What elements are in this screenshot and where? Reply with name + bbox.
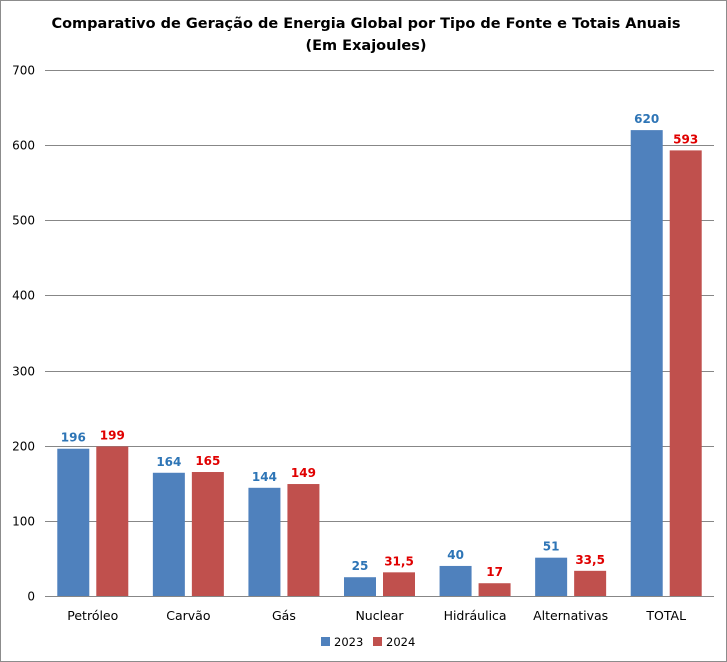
x-tick-label: Hidráulica (444, 608, 507, 623)
x-tick-label: Gás (272, 608, 296, 623)
bar-2024-2 (287, 484, 320, 596)
data-label-2024-4: 17 (486, 565, 503, 579)
data-label-2024-0: 199 (100, 428, 125, 442)
legend-swatch-2023 (321, 637, 330, 646)
y-tick-label: 600 (12, 139, 35, 153)
bar-2024-0 (96, 446, 129, 596)
y-tick-label: 400 (12, 289, 35, 303)
bars (57, 130, 702, 596)
y-tick-label: 100 (12, 515, 35, 529)
data-label-2024-2: 149 (291, 466, 316, 480)
data-label-2023-1: 164 (156, 455, 181, 469)
data-label-2024-1: 165 (195, 454, 220, 468)
y-tick-label: 500 (12, 214, 35, 228)
data-labels: 196 199 164 165 144 149 25 31,5 40 17 51 33,5 620 593 (61, 112, 698, 579)
x-tick-label: Carvão (166, 608, 210, 623)
y-tick-label: 0 (27, 590, 35, 604)
chart-title: Comparativo de Geração de Energia Global… (51, 16, 680, 32)
x-tick-label: Alternativas (533, 608, 608, 623)
data-label-2024-6: 593 (673, 132, 698, 146)
bar-2023-1 (152, 472, 185, 596)
data-label-2023-5: 51 (543, 540, 560, 554)
bar-2024-5 (574, 570, 607, 596)
data-label-2024-5: 33,5 (575, 553, 605, 567)
bar-2024-6 (669, 150, 702, 596)
x-axis-ticks: Petróleo Carvão Gás Nuclear Hidráulica Altern… (67, 608, 686, 623)
data-label-2024-3: 31,5 (384, 554, 414, 568)
x-tick-label: Nuclear (355, 608, 404, 623)
data-label-2023-2: 144 (252, 470, 277, 484)
bar-2023-4 (439, 565, 472, 596)
data-label-2023-4: 40 (447, 548, 464, 562)
chart-subtitle: (Em Exajoules) (305, 38, 426, 54)
legend: 2023 2024 (321, 635, 415, 649)
bar-2023-2 (248, 487, 281, 596)
gridlines (45, 70, 714, 597)
y-tick-label: 700 (12, 64, 35, 78)
bar-2024-3 (383, 572, 415, 596)
x-tick-label: Petróleo (67, 608, 118, 623)
bar-2023-0 (57, 448, 90, 596)
x-tick-label: TOTAL (645, 608, 686, 623)
legend-label-2023: 2023 (334, 635, 363, 649)
y-tick-label: 300 (12, 365, 35, 379)
y-axis-ticks: 0 100 200 300 400 500 600 700 (12, 64, 35, 604)
bar-2024-4 (478, 583, 511, 596)
bar-2023-6 (630, 130, 663, 596)
data-label-2023-6: 620 (634, 112, 659, 126)
data-label-2023-0: 196 (61, 431, 86, 445)
bar-2024-1 (191, 472, 224, 596)
legend-swatch-2024 (373, 637, 382, 646)
data-label-2023-3: 25 (352, 559, 369, 573)
bar-2023-3 (344, 577, 376, 596)
legend-label-2024: 2024 (386, 635, 415, 649)
y-tick-label: 200 (12, 440, 35, 454)
bar-2023-5 (535, 557, 568, 596)
